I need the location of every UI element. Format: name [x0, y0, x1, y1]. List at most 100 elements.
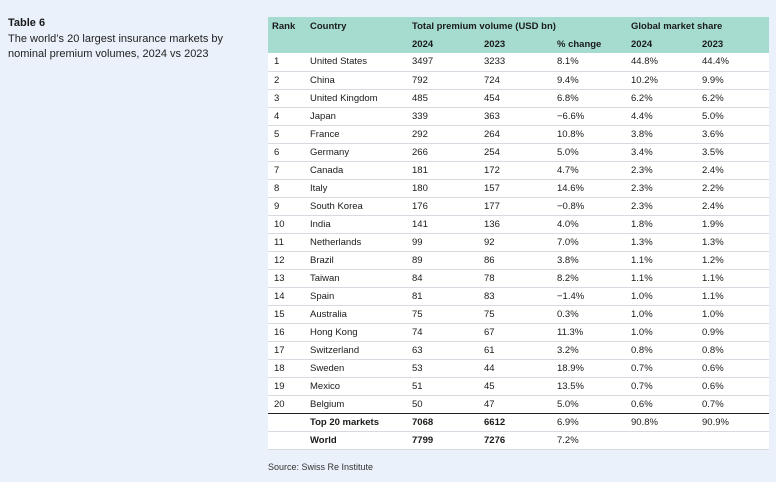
share-2023-cell: 0.6%: [698, 359, 770, 378]
table-caption: Table 6 The world’s 20 largest insurance…: [8, 16, 258, 62]
pct-change-cell: 18.9%: [553, 359, 627, 378]
share-2023-cell: 2.4%: [698, 197, 770, 216]
premium-2023-cell: 157: [480, 179, 553, 198]
country-cell: United States: [306, 53, 408, 72]
rank-cell: 20: [268, 395, 306, 414]
pct-change-cell: −6.6%: [553, 107, 627, 126]
premium-2023-cell: 454: [480, 89, 553, 108]
share-2024-cell: 0.7%: [627, 377, 698, 396]
premium-2024-cell: 792: [408, 71, 480, 90]
pct-change-cell: 3.8%: [553, 251, 627, 270]
pct-change-cell: 5.0%: [553, 395, 627, 414]
share-2024-cell: 6.2%: [627, 89, 698, 108]
premium-2024-cell: 75: [408, 305, 480, 324]
table-row: 14 Spain 81 83 −1.4% 1.0% 1.1%: [268, 287, 770, 306]
share-2024-cell: 1.1%: [627, 251, 698, 270]
rank-cell: 17: [268, 341, 306, 360]
share-2023-cell: 0.6%: [698, 377, 770, 396]
pct-change-cell: 0.3%: [553, 305, 627, 324]
share-2023-cell: 6.2%: [698, 89, 770, 108]
table-row: 7 Canada 181 172 4.7% 2.3% 2.4%: [268, 161, 770, 180]
table-row: 9 South Korea 176 177 −0.8% 2.3% 2.4%: [268, 197, 770, 216]
country-cell: Australia: [306, 305, 408, 324]
share-2023-cell: 1.2%: [698, 251, 770, 270]
rank-cell: 6: [268, 143, 306, 162]
share-2024-cell: 1.0%: [627, 305, 698, 324]
table-body: 1 United States 3497 3233 8.1% 44.8% 44.4% 2 Chi…: [268, 53, 770, 450]
pct-change-cell: 7.0%: [553, 233, 627, 252]
country-cell: Switzerland: [306, 341, 408, 360]
premium-2023-cell: 61: [480, 341, 553, 360]
top20-premium-2024: 7068: [408, 413, 480, 432]
premium-2023-cell: 3233: [480, 53, 553, 72]
world-premium-2023: 7276: [480, 431, 553, 450]
rank-cell: 18: [268, 359, 306, 378]
header-premium-2024: 2024: [412, 38, 434, 50]
share-2023-cell: 1.1%: [698, 269, 770, 288]
table-row: 18 Sweden 53 44 18.9% 0.7% 0.6%: [268, 359, 770, 378]
country-cell: China: [306, 71, 408, 90]
premium-2023-cell: 86: [480, 251, 553, 270]
table-row: 5 France 292 264 10.8% 3.8% 3.6%: [268, 125, 770, 144]
premium-2023-cell: 67: [480, 323, 553, 342]
rank-cell: 5: [268, 125, 306, 144]
country-cell: Hong Kong: [306, 323, 408, 342]
share-2023-cell: 3.6%: [698, 125, 770, 144]
premium-2023-cell: 75: [480, 305, 553, 324]
premium-2024-cell: 63: [408, 341, 480, 360]
share-2023-cell: 44.4%: [698, 53, 770, 72]
table-row: 4 Japan 339 363 −6.6% 4.4% 5.0%: [268, 107, 770, 126]
pct-change-cell: 4.0%: [553, 215, 627, 234]
table-row: 3 United Kingdom 485 454 6.8% 6.2% 6.2%: [268, 89, 770, 108]
share-2024-cell: 10.2%: [627, 71, 698, 90]
premium-2024-cell: 292: [408, 125, 480, 144]
share-2024-cell: 3.8%: [627, 125, 698, 144]
premium-2024-cell: 50: [408, 395, 480, 414]
premium-table: Rank Country Total premium volume (USD b…: [268, 17, 770, 450]
premium-2023-cell: 264: [480, 125, 553, 144]
premium-2023-cell: 92: [480, 233, 553, 252]
top20-pct-change: 6.9%: [553, 413, 627, 432]
share-2024-cell: 1.8%: [627, 215, 698, 234]
premium-2024-cell: 266: [408, 143, 480, 162]
premium-2024-cell: 81: [408, 287, 480, 306]
premium-2023-cell: 254: [480, 143, 553, 162]
premium-2023-cell: 136: [480, 215, 553, 234]
premium-2024-cell: 339: [408, 107, 480, 126]
table-row: 17 Switzerland 63 61 3.2% 0.8% 0.8%: [268, 341, 770, 360]
share-2024-cell: 0.6%: [627, 395, 698, 414]
premium-2024-cell: 84: [408, 269, 480, 288]
premium-2023-cell: 177: [480, 197, 553, 216]
share-2024-cell: 2.3%: [627, 179, 698, 198]
world-label: World: [306, 431, 408, 450]
premium-2024-cell: 181: [408, 161, 480, 180]
top20-premium-2023: 6612: [480, 413, 553, 432]
premium-2024-cell: 99: [408, 233, 480, 252]
header-blank: [306, 35, 408, 53]
pct-change-cell: 9.4%: [553, 71, 627, 90]
pct-change-cell: −0.8%: [553, 197, 627, 216]
table-row: 20 Belgium 50 47 5.0% 0.6% 0.7%: [268, 395, 770, 414]
rank-cell: 16: [268, 323, 306, 342]
country-cell: Italy: [306, 179, 408, 198]
table-row: 15 Australia 75 75 0.3% 1.0% 1.0%: [268, 305, 770, 324]
header-rank: Rank: [272, 20, 296, 32]
premium-2023-cell: 724: [480, 71, 553, 90]
premium-2024-cell: 53: [408, 359, 480, 378]
premium-2024-cell: 74: [408, 323, 480, 342]
table-row: 10 India 141 136 4.0% 1.8% 1.9%: [268, 215, 770, 234]
premium-2023-cell: 47: [480, 395, 553, 414]
country-cell: United Kingdom: [306, 89, 408, 108]
share-2023-cell: 3.5%: [698, 143, 770, 162]
share-2024-cell: 4.4%: [627, 107, 698, 126]
country-cell: Belgium: [306, 395, 408, 414]
premium-2024-cell: 51: [408, 377, 480, 396]
share-2023-cell: 9.9%: [698, 71, 770, 90]
premium-table-container: Rank Country Total premium volume (USD b…: [268, 17, 770, 450]
rank-cell: 12: [268, 251, 306, 270]
share-2023-cell: 5.0%: [698, 107, 770, 126]
country-cell: South Korea: [306, 197, 408, 216]
pct-change-cell: 3.2%: [553, 341, 627, 360]
table-row: 2 China 792 724 9.4% 10.2% 9.9%: [268, 71, 770, 90]
header-premium-2023: 2023: [484, 38, 506, 50]
